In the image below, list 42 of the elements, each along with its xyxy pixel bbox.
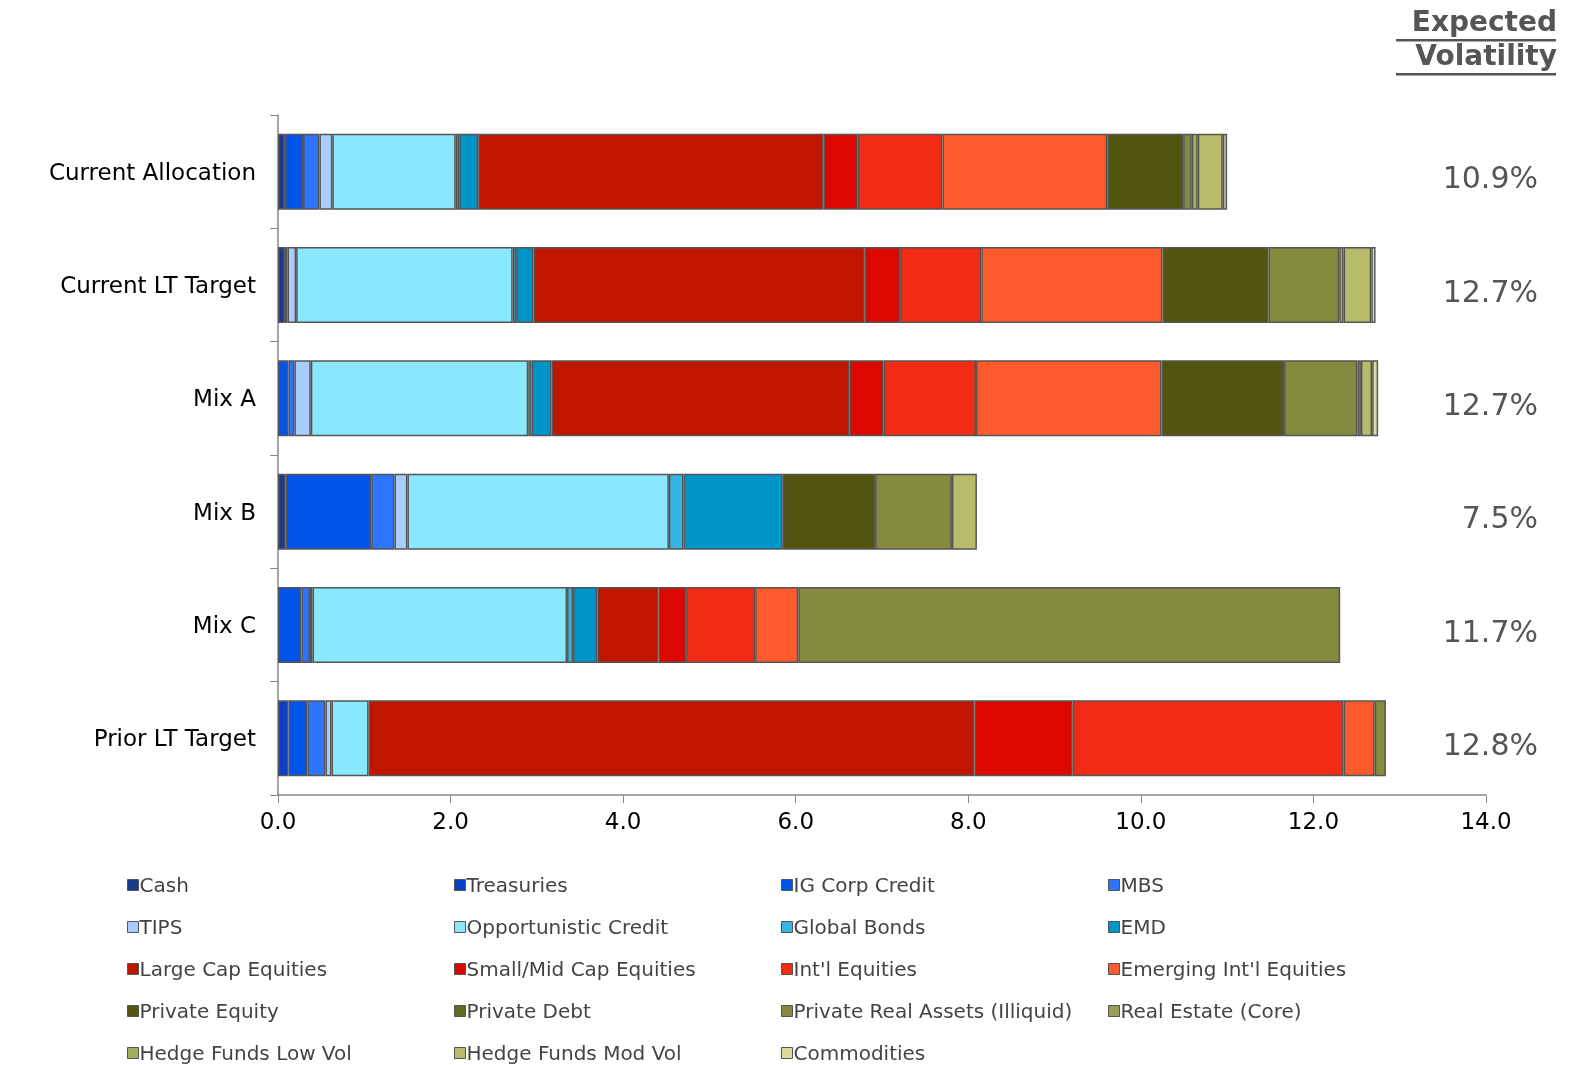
legend-label: TIPS (138, 915, 183, 939)
x-tick-label: 10.0 (1115, 807, 1167, 834)
y-tick-label: Mix C (192, 612, 256, 638)
legend-label: Private Equity (139, 999, 279, 1023)
y-tick-label: Mix A (193, 385, 257, 412)
annotation: 12.8% (1442, 726, 1538, 762)
annotation: 7.5% (1461, 500, 1538, 536)
legend-label: Hedge Funds Mod Vol (466, 1041, 682, 1065)
legend-label: Opportunistic Credit (466, 915, 669, 939)
legend-label: Real Estate (Core) (1120, 999, 1302, 1023)
annotation: 12.7% (1442, 386, 1538, 422)
legend-label: Emerging Int'l Equities (1120, 957, 1347, 981)
bar (278, 247, 285, 323)
legend-label: Hedge Funds Low Vol (139, 1041, 352, 1065)
annotation: 10.9% (1442, 160, 1538, 196)
annotation: 12.7% (1442, 273, 1538, 309)
legend-label: Private Debt (466, 999, 591, 1023)
legend-label: Private Real Assets (Illiquid) (793, 999, 1073, 1023)
legend-label: Small/Mid Cap Equities (466, 957, 696, 981)
x-tick-label: 4.0 (604, 807, 642, 834)
y-tick-label: Mix B (193, 498, 256, 525)
x-tick-label: 8.0 (950, 807, 987, 834)
annotation: 11.7% (1442, 613, 1538, 649)
legend-label: Treasuries (465, 873, 568, 897)
legend-label: IG Corp Credit (793, 873, 936, 897)
x-tick-label: 6.0 (777, 807, 814, 834)
legend-label: MBS (1120, 873, 1164, 897)
y-tick-label: Prior LT Target (93, 725, 256, 752)
text: Expected Volatility (1411, 4, 1557, 72)
y-tick-label: Current Allocation (48, 158, 256, 185)
legend-label: Int'l Equities (793, 957, 918, 981)
legend-label: Global Bonds (793, 915, 926, 939)
legend-label: EMD (1120, 915, 1166, 939)
bar (1343, 247, 1372, 323)
x-tick-label: 2.0 (432, 807, 469, 834)
legend-label: Cash (139, 873, 189, 897)
x-tick-label: 12.0 (1287, 807, 1340, 834)
legend-label: Large Cap Equities (139, 957, 328, 981)
y-tick-label: Current LT Target (60, 272, 256, 298)
legend-label: Commodities (793, 1041, 926, 1065)
x-tick-label: 0.0 (259, 807, 297, 834)
x-tick-label: 14.0 (1460, 807, 1512, 834)
